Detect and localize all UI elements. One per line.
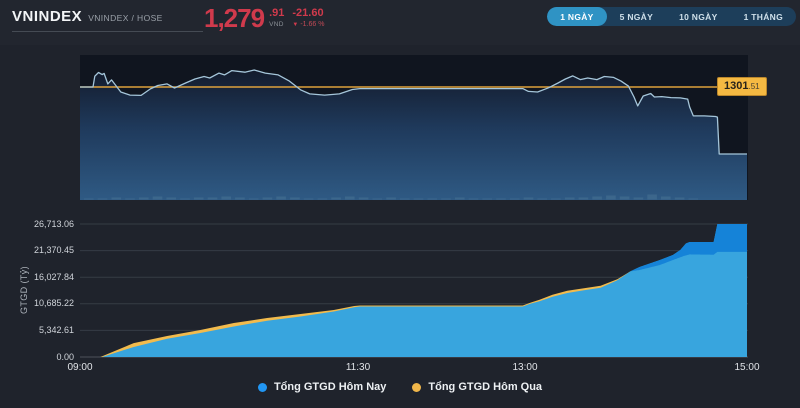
x-tick-label: 13:00: [512, 362, 538, 373]
volume-bar: [221, 196, 231, 200]
volume-bar: [509, 198, 520, 200]
price-change-pct: -1.66 %: [300, 21, 325, 28]
volume-bar: [647, 194, 657, 200]
volume-bar: [317, 198, 328, 200]
volume-bar: [193, 197, 204, 200]
range-button-5-ngay[interactable]: 5 NGÀY: [607, 7, 666, 26]
volume-bar: [386, 197, 396, 200]
volume-bar: [262, 197, 273, 200]
price-value: 1,279: [204, 3, 265, 33]
volume-bar: [345, 196, 355, 200]
volume-bar: [180, 198, 190, 200]
legend-label-today: Tổng GTGD Hôm Nay: [273, 381, 387, 393]
y-tick-label: 10,685.22: [33, 298, 74, 309]
volume-bar: [372, 198, 383, 200]
volume-bar: [496, 198, 506, 200]
volume-bar: [633, 197, 644, 200]
range-button-1-thang[interactable]: 1 THÁNG: [731, 7, 796, 26]
volume-bar: [97, 198, 108, 200]
page-subtitle: VNINDEX / HOSE: [88, 13, 163, 23]
volume-bar: [661, 196, 671, 200]
legend: Tổng GTGD Hôm Nay Tổng GTGD Hôm Qua: [0, 381, 800, 393]
x-tick-label: 09:00: [67, 362, 93, 373]
reference-price-frac: .51: [748, 82, 760, 91]
legend-dot-today: [257, 382, 267, 392]
price-block: 1,279 .91 VND -21.60 ▼ -1.66 %: [204, 5, 324, 31]
title-divider: [12, 31, 203, 32]
volume-bar: [235, 197, 245, 200]
volume-bar: [152, 196, 163, 200]
page-title: VNINDEX: [12, 8, 83, 25]
volume-bar: [276, 196, 286, 200]
volume-bar: [84, 198, 94, 200]
reference-price-label: 1301.51: [717, 77, 767, 96]
volume-bar: [674, 197, 685, 200]
price-line: [80, 69, 747, 155]
volume-bar: [358, 197, 369, 200]
volume-bar: [578, 197, 589, 200]
volume-bar: [111, 197, 122, 200]
legend-dot-yesterday: [412, 382, 422, 392]
legend-item-yesterday[interactable]: Tổng GTGD Hôm Qua: [412, 381, 542, 393]
range-button-1-ngay[interactable]: 1 NGÀY: [547, 7, 607, 26]
volume-bar: [303, 198, 314, 200]
y-tick-label: 16,027.84: [33, 271, 74, 282]
volume-bar: [139, 197, 149, 200]
price-chart[interactable]: [0, 45, 800, 205]
volume-bar: [619, 196, 630, 200]
volume-bar: [427, 198, 438, 200]
price-currency: VND: [269, 21, 284, 28]
volume-bar: [551, 198, 561, 200]
y-tick-label: 0.00: [56, 351, 74, 362]
down-arrow-icon: ▼: [292, 21, 299, 28]
volume-bar: [606, 195, 616, 200]
volume-bar: [468, 198, 479, 200]
y-tick-label: 26,713.06: [33, 218, 74, 229]
price-decimals: .91: [269, 7, 285, 19]
reference-price-main: 1301: [724, 80, 749, 92]
volume-bar: [125, 198, 135, 200]
volume-bar: [166, 197, 176, 200]
price-change-pct-row: ▼ -1.66 %: [292, 21, 324, 28]
legend-item-today[interactable]: Tổng GTGD Hôm Nay: [257, 381, 387, 393]
legend-label-yesterday: Tổng GTGD Hôm Qua: [428, 381, 543, 393]
price-area: [80, 70, 747, 200]
volume-bar: [537, 198, 547, 200]
volume-bar: [688, 198, 699, 200]
volume-bar: [455, 197, 465, 200]
range-button-10-ngay[interactable]: 10 NGÀY: [666, 7, 730, 26]
volume-bar: [331, 197, 341, 200]
volume-bar: [413, 198, 424, 200]
header: VNINDEX VNINDEX / HOSE 1,279 .91 VND -21…: [0, 0, 800, 45]
x-tick-label: 11:30: [345, 362, 371, 373]
area-today-excess: [631, 224, 747, 272]
volume-bar: [441, 198, 451, 200]
y-tick-label: 21,370.45: [33, 245, 74, 255]
volume-bar: [207, 197, 218, 200]
volume-bar: [592, 196, 602, 200]
volume-bar: [248, 198, 259, 200]
volume-bar: [564, 197, 575, 200]
price-change: -21.60: [292, 7, 324, 19]
range-button-group: 1 NGÀY 5 NGÀY 10 NGÀY 1 THÁNG: [547, 7, 796, 26]
area-today: [80, 224, 747, 357]
volume-bar: [290, 197, 300, 200]
volume-bar: [482, 198, 492, 200]
gtgd-chart[interactable]: [0, 205, 800, 360]
title-row: VNINDEX VNINDEX / HOSE: [12, 8, 163, 25]
volume-bar: [400, 198, 410, 200]
volume-bar: [523, 197, 534, 200]
y-tick-label: 5,342.61: [38, 325, 74, 335]
x-tick-label: 15:00: [734, 362, 760, 373]
